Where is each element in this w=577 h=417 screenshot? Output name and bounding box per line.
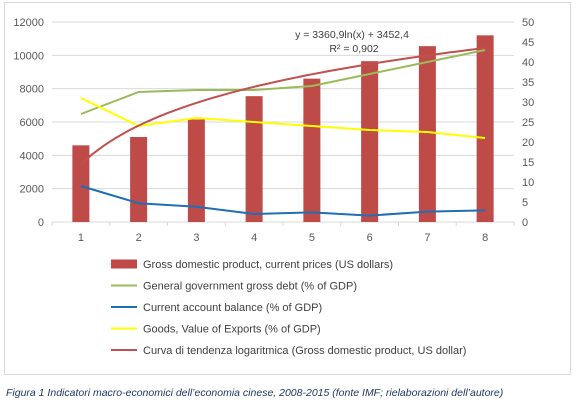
legend-swatch-bar: [111, 259, 137, 269]
x-tick-label: 6: [367, 232, 373, 244]
trend-equation-label: y = 3360,9ln(x) + 3452,4: [295, 29, 409, 41]
y-right-tick-label: 25: [522, 117, 534, 129]
y-left-tick-label: 2000: [20, 184, 44, 196]
x-tick-label: 8: [482, 232, 488, 244]
y-left-tick-label: 8000: [20, 84, 44, 96]
bar-gdp: [187, 119, 205, 222]
x-tick-label: 5: [309, 232, 315, 244]
line-government-debt: [80, 49, 486, 115]
y-left-tick-label: 0: [38, 217, 44, 229]
bar-gdp: [72, 145, 90, 222]
line-current-account: [80, 185, 486, 217]
x-tick-label: 2: [136, 232, 142, 244]
bar-gdp: [245, 96, 263, 222]
y-right-tick-label: 30: [522, 97, 534, 109]
y-right-tick-label: 45: [522, 37, 534, 49]
legend-entry-label: Curva di tendenza logaritmica (Gross dom…: [143, 345, 466, 357]
line-exports: [80, 97, 486, 139]
figure-caption: Figura 1 Indicatori macro-economici dell…: [6, 387, 504, 399]
x-tick-label: 4: [251, 232, 257, 244]
bar-gdp: [418, 46, 436, 222]
x-tick-label: 7: [424, 232, 430, 244]
trend-r2-label: R² = 0,902: [329, 43, 378, 55]
y-left-tick-label: 12000: [13, 17, 44, 29]
legend-entry-label: Current account balance (% of GDP): [143, 302, 322, 314]
legend-entry-label: Goods, Value of Exports (% of GDP): [143, 324, 321, 336]
bar-gdp: [130, 137, 148, 222]
y-right-tick-label: 10: [522, 177, 534, 189]
y-right-tick-label: 0: [522, 217, 528, 229]
y-right-tick-label: 50: [522, 17, 534, 29]
chart: 0200040006000800010000120000510152025303…: [13, 17, 534, 357]
legend-entry-label: Gross domestic product, current prices (…: [143, 259, 393, 271]
x-tick-label: 3: [193, 232, 199, 244]
legend-entry-label: General government gross debt (% of GDP): [143, 281, 357, 293]
y-right-tick-label: 15: [522, 157, 534, 169]
bar-gdp: [361, 61, 379, 222]
y-left-tick-label: 6000: [20, 117, 44, 129]
y-right-tick-label: 20: [522, 137, 534, 149]
x-tick-label: 1: [78, 232, 84, 244]
trendline-log: [80, 47, 486, 166]
bar-gdp: [476, 35, 494, 223]
y-right-tick-label: 5: [522, 197, 528, 209]
bar-gdp: [303, 78, 321, 223]
y-left-tick-label: 10000: [13, 50, 44, 62]
y-right-tick-label: 40: [522, 57, 534, 69]
y-left-tick-label: 4000: [20, 150, 44, 162]
y-right-tick-label: 35: [522, 77, 534, 89]
